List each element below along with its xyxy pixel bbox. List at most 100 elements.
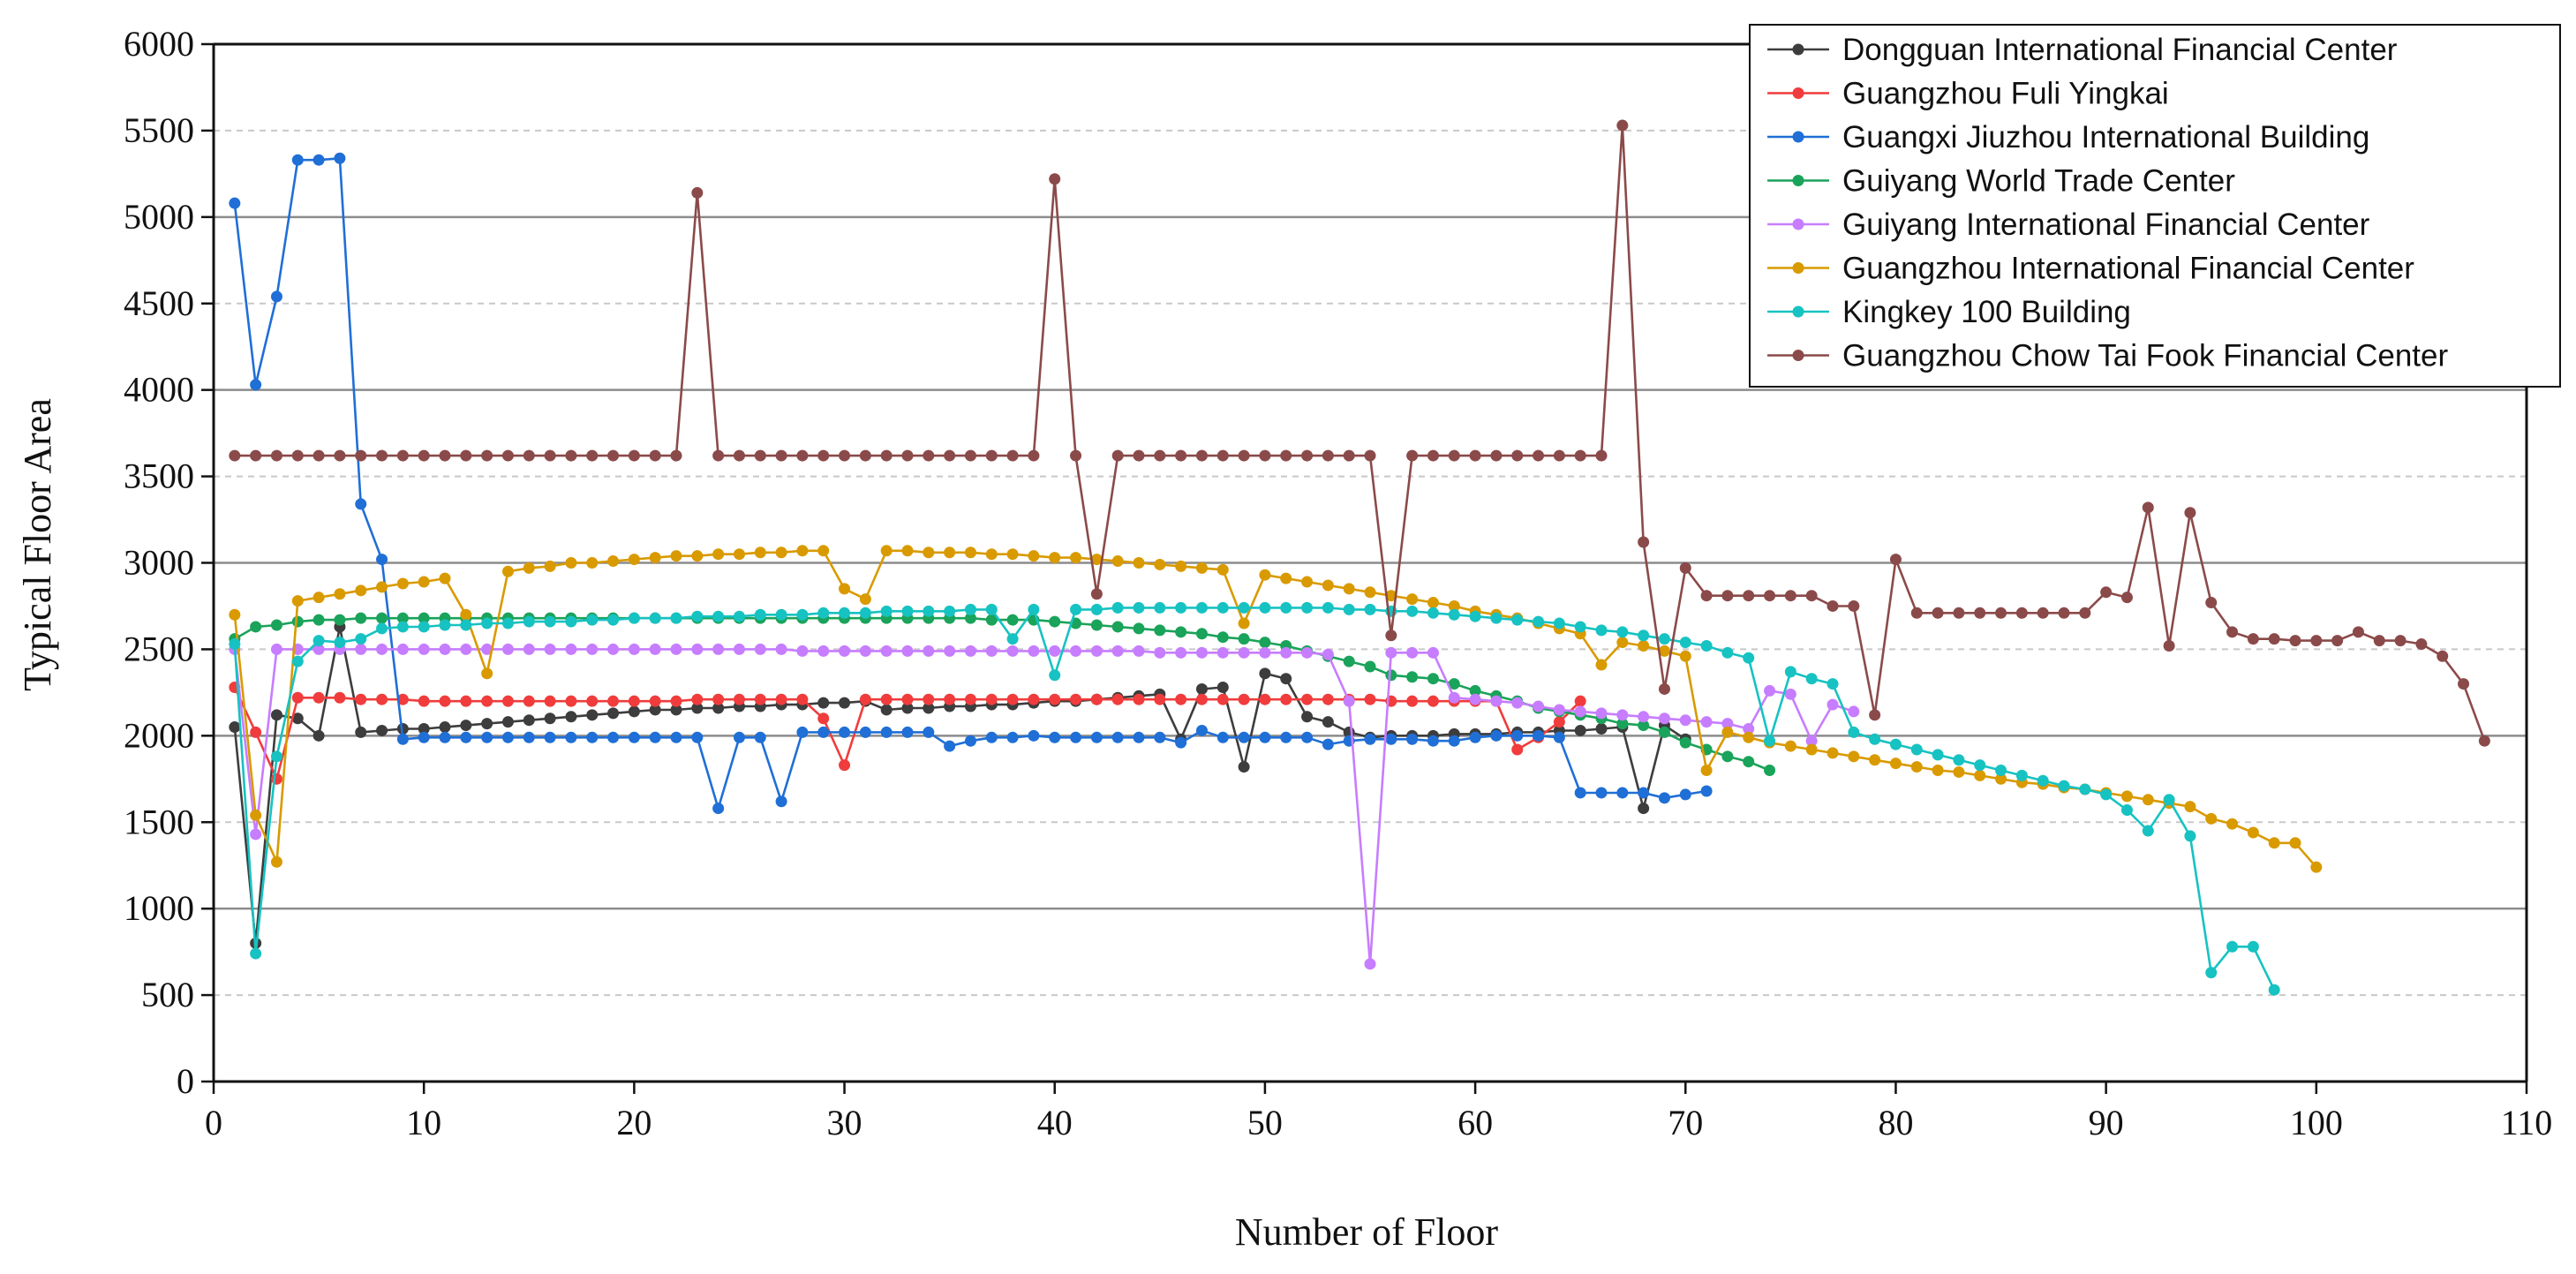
data-point: [1301, 647, 1313, 659]
data-point: [1427, 673, 1439, 684]
data-point: [2248, 633, 2259, 645]
data-point: [1196, 725, 1208, 736]
data-point: [923, 606, 934, 617]
data-point: [1280, 732, 1292, 743]
data-point: [881, 704, 893, 715]
data-point: [1764, 685, 1775, 697]
data-point: [1806, 744, 1818, 756]
data-point: [1175, 450, 1186, 462]
data-point: [545, 450, 556, 462]
data-point: [1406, 671, 1418, 682]
data-point: [1301, 577, 1313, 588]
series-4: [229, 613, 1775, 776]
data-point: [1028, 694, 1039, 705]
data-point: [817, 450, 829, 462]
data-point: [586, 450, 598, 462]
data-point: [1070, 604, 1081, 615]
data-point: [481, 732, 493, 743]
data-point: [2310, 862, 2322, 873]
y-axis-title: Typical Floor Area: [16, 398, 59, 691]
legend-label: Guiyang World Trade Center: [1842, 164, 2235, 199]
data-point: [1217, 450, 1229, 462]
data-point: [776, 609, 787, 621]
x-tick-label: 110: [2501, 1103, 2553, 1142]
data-point: [418, 696, 430, 707]
data-point: [1301, 602, 1313, 614]
data-point: [1575, 696, 1586, 707]
data-point: [586, 557, 598, 569]
data-point: [2226, 818, 2238, 830]
data-point: [250, 828, 261, 840]
data-point: [1322, 649, 1334, 660]
data-point: [1028, 550, 1039, 562]
data-point: [376, 613, 388, 624]
data-point: [1175, 647, 1186, 659]
data-point: [376, 554, 388, 565]
data-point: [902, 545, 914, 556]
data-point: [839, 450, 850, 462]
data-point: [271, 644, 282, 655]
data-point: [860, 607, 871, 619]
data-point: [902, 645, 914, 657]
data-point: [2269, 633, 2280, 645]
data-point: [1196, 683, 1208, 695]
data-point: [796, 450, 808, 462]
data-point: [881, 694, 893, 705]
data-point: [1490, 613, 1502, 624]
data-point: [755, 450, 766, 462]
data-point: [965, 547, 976, 558]
data-point: [397, 734, 409, 745]
data-point: [2205, 967, 2217, 978]
data-point: [1638, 711, 1649, 722]
data-point: [1049, 694, 1060, 705]
data-point: [1134, 622, 1145, 634]
data-point: [460, 620, 471, 631]
data-point: [2143, 825, 2154, 837]
data-point: [229, 198, 240, 209]
data-point: [691, 644, 703, 655]
data-point: [1596, 787, 1608, 798]
y-tick-label: 0: [177, 1061, 194, 1101]
data-point: [1217, 694, 1229, 705]
data-point: [440, 644, 451, 655]
data-point: [712, 694, 724, 705]
legend-label: Guangzhou International Financial Center: [1842, 252, 2414, 286]
data-point: [2415, 638, 2427, 650]
data-point: [460, 732, 471, 743]
data-point: [250, 810, 261, 821]
data-point: [1365, 661, 1376, 673]
data-point: [1112, 645, 1124, 657]
data-point: [565, 696, 576, 707]
data-point: [671, 550, 682, 562]
data-point: [481, 667, 493, 679]
data-point: [1890, 739, 1902, 750]
legend-label: Guiyang International Financial Center: [1842, 207, 2370, 242]
data-point: [1721, 727, 1733, 738]
data-point: [1196, 602, 1208, 614]
data-point: [334, 588, 345, 599]
data-point: [1406, 734, 1418, 745]
data-point: [776, 450, 787, 462]
data-point: [817, 727, 829, 738]
data-point: [839, 759, 850, 771]
y-tick-label: 5500: [124, 110, 194, 150]
data-point: [1154, 647, 1165, 659]
data-point: [1344, 656, 1355, 667]
data-point: [817, 645, 829, 657]
data-point: [712, 450, 724, 462]
data-point: [1322, 739, 1334, 750]
data-point: [1721, 750, 1733, 762]
data-point: [418, 450, 430, 462]
data-point: [607, 707, 619, 719]
data-point: [1301, 694, 1313, 705]
data-point: [1365, 734, 1376, 745]
data-point: [671, 644, 682, 655]
data-point: [629, 705, 640, 717]
data-point: [1322, 579, 1334, 591]
data-point: [1344, 583, 1355, 594]
data-point: [607, 732, 619, 743]
data-point: [1049, 552, 1060, 563]
data-point: [902, 727, 914, 738]
data-point: [986, 694, 998, 705]
data-point: [1239, 694, 1250, 705]
